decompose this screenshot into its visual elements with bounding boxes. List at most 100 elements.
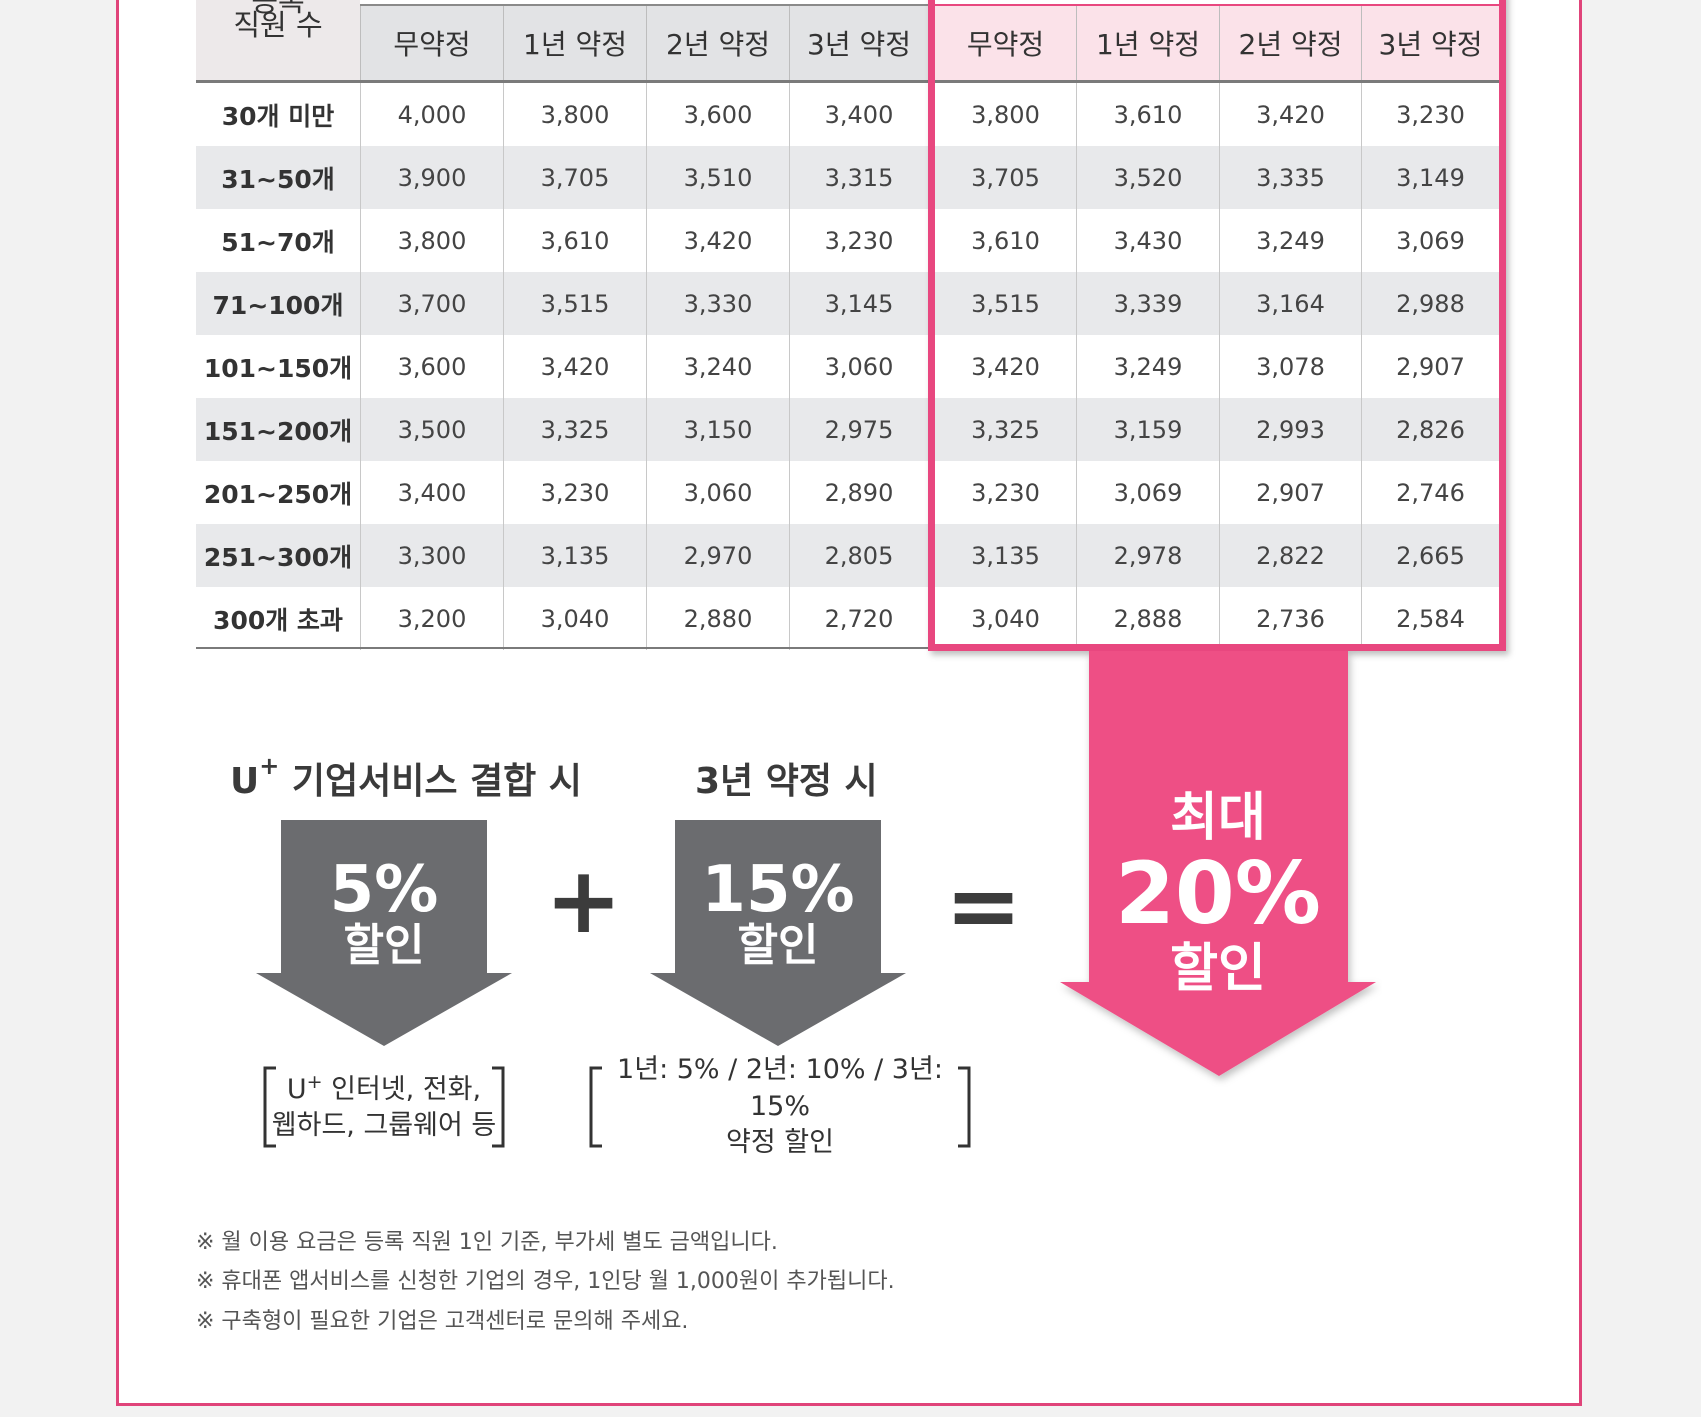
price-cell-base: 3,705	[503, 146, 646, 209]
price-cell-base: 3,510	[646, 146, 789, 209]
price-cell-combined: 2,822	[1219, 524, 1361, 587]
price-cell-combined: 3,230	[971, 478, 1040, 507]
price-cell-combined: 3,515	[971, 289, 1040, 318]
price-cell-base: 3,330	[646, 272, 789, 335]
column-header-base: 1년 약정	[503, 6, 646, 80]
price-cell-base: 3,600	[360, 335, 503, 398]
price-cell-combined: 3,164	[1219, 272, 1361, 335]
price-cell-combined: 3,135	[971, 541, 1040, 570]
footnote-3: ※ 구축형이 필요한 기업은 고객센터로 문의해 주세요.	[196, 1309, 689, 1334]
column-header-combined: 무약정	[935, 6, 1076, 80]
combo-discount-text: 5% 할인	[281, 858, 487, 970]
footnote-1: ※ 월 이용 요금은 등록 직원 1인 기준, 부가세 별도 금액입니다.	[196, 1230, 778, 1255]
row-label: 201~250개	[203, 479, 353, 509]
price-cell-base: 3,230	[503, 461, 646, 524]
price-cell-base: 4,000	[360, 83, 503, 146]
contract-note-line1: 1년: 5% / 2년: 10% / 3년: 15%	[617, 1054, 943, 1122]
price-cell-base: 3,800	[360, 209, 503, 272]
table-corner-header: 등록 직원 수	[196, 0, 360, 80]
combo-title-sup: +	[259, 752, 280, 780]
price-cell-combined: 2,907	[1361, 335, 1499, 398]
contract-discount-title: 3년 약정 시	[695, 761, 878, 802]
price-cell-combined: 3,149	[1361, 146, 1499, 209]
price-cell-base: 3,145	[789, 272, 928, 335]
max-discount-title: 최대	[1170, 788, 1266, 848]
price-cell-base: 3,400	[360, 461, 503, 524]
price-cell-combined: 3,159	[1076, 398, 1219, 461]
price-cell-base: 3,325	[503, 398, 646, 461]
row-label: 31~50개	[221, 164, 335, 194]
price-cell-combined: 3,339	[1076, 272, 1219, 335]
price-cell-combined: 3,078	[1219, 335, 1361, 398]
price-cell-base: 3,135	[503, 524, 646, 587]
price-cell-combined: 3,249	[1219, 209, 1361, 272]
price-cell-combined: 3,610	[971, 226, 1040, 255]
price-cell-combined: 3,325	[971, 415, 1040, 444]
price-cell-combined: 2,665	[1361, 524, 1499, 587]
price-cell-combined: 3,520	[1076, 146, 1219, 209]
contract-discount-label: 할인	[737, 920, 819, 971]
price-cell-base: 2,975	[789, 398, 928, 461]
price-cell-base: 3,240	[646, 335, 789, 398]
combo-title-rest: 기업서비스 결합 시	[279, 761, 582, 802]
price-cell-combined: 3,069	[1361, 209, 1499, 272]
price-cell-combined: 3,705	[971, 163, 1040, 192]
price-cell-combined: 2,907	[1219, 461, 1361, 524]
row-label: 71~100개	[212, 290, 344, 320]
max-discount-label: 할인	[1170, 939, 1266, 1000]
contract-discount-arrow-icon	[650, 820, 906, 1046]
price-cell-base: 3,420	[646, 209, 789, 272]
price-cell-combined: 3,335	[1219, 146, 1361, 209]
column-header-base: 무약정	[360, 6, 503, 80]
combo-discount-percent: 5%	[329, 853, 439, 927]
table-bottom-border	[196, 647, 930, 649]
price-cell-base: 3,150	[646, 398, 789, 461]
corner-label: 직원 수	[233, 8, 323, 42]
price-cell-base: 3,610	[503, 209, 646, 272]
price-cell-combined: 2,826	[1361, 398, 1499, 461]
row-stripe	[196, 524, 1499, 587]
combo-note-sup: +	[306, 1070, 323, 1093]
price-cell-base: 2,970	[646, 524, 789, 587]
price-cell-base: 3,040	[503, 587, 646, 650]
contract-discount-percent: 15%	[701, 853, 855, 927]
contract-note-line2: 약정 할인	[726, 1127, 834, 1159]
price-cell-combined: 2,746	[1361, 461, 1499, 524]
price-cell-base: 2,890	[789, 461, 928, 524]
column-header-base: 2년 약정	[646, 6, 789, 80]
price-cell-base: 3,515	[503, 272, 646, 335]
row-label: 51~70개	[221, 227, 335, 257]
row-label: 101~150개	[203, 353, 353, 383]
price-cell-combined: 2,993	[1219, 398, 1361, 461]
row-stripe	[196, 398, 1499, 461]
max-discount-arrow-icon	[1060, 651, 1376, 1076]
row-stripe	[196, 272, 1499, 335]
price-cell-base: 2,805	[789, 524, 928, 587]
row-stripe	[196, 146, 1499, 209]
price-cell-combined: 3,430	[1076, 209, 1219, 272]
footnote-2: ※ 휴대폰 앱서비스를 신청한 기업의 경우, 1인당 월 1,000원이 추가…	[196, 1269, 895, 1294]
price-cell-combined: 3,249	[1076, 335, 1219, 398]
contract-discount-text: 15% 할인	[675, 858, 881, 970]
price-cell-base: 3,200	[360, 587, 503, 650]
price-cell-base: 3,230	[789, 209, 928, 272]
price-cell-base: 3,800	[503, 83, 646, 146]
price-cell-base: 3,060	[646, 461, 789, 524]
combo-title-prefix: U	[230, 761, 260, 802]
contract-note-brackets	[589, 1066, 971, 1148]
column-header-combined: 1년 약정	[1076, 6, 1219, 80]
column-header-base: 3년 약정	[789, 6, 928, 80]
header-group-line-base	[360, 4, 928, 6]
price-cell-combined: 3,610	[1076, 83, 1219, 146]
max-discount-percent: 20%	[1115, 844, 1321, 945]
price-cell-base: 3,300	[360, 524, 503, 587]
row-label: 251~300개	[203, 542, 353, 572]
contract-discount-note: 1년: 5% / 2년: 10% / 3년: 15% 약정 할인	[596, 1054, 964, 1158]
combo-discount-label: 할인	[343, 920, 425, 971]
combo-discount-note: U+ 인터넷, 전화, 웹하드, 그룹웨어 등	[270, 1066, 498, 1148]
price-cell-combined: 3,800	[971, 100, 1040, 129]
combo-note-brackets	[263, 1066, 505, 1148]
price-cell-base: 2,880	[646, 587, 789, 650]
price-cell-base: 3,315	[789, 146, 928, 209]
price-cell-base: 3,600	[646, 83, 789, 146]
